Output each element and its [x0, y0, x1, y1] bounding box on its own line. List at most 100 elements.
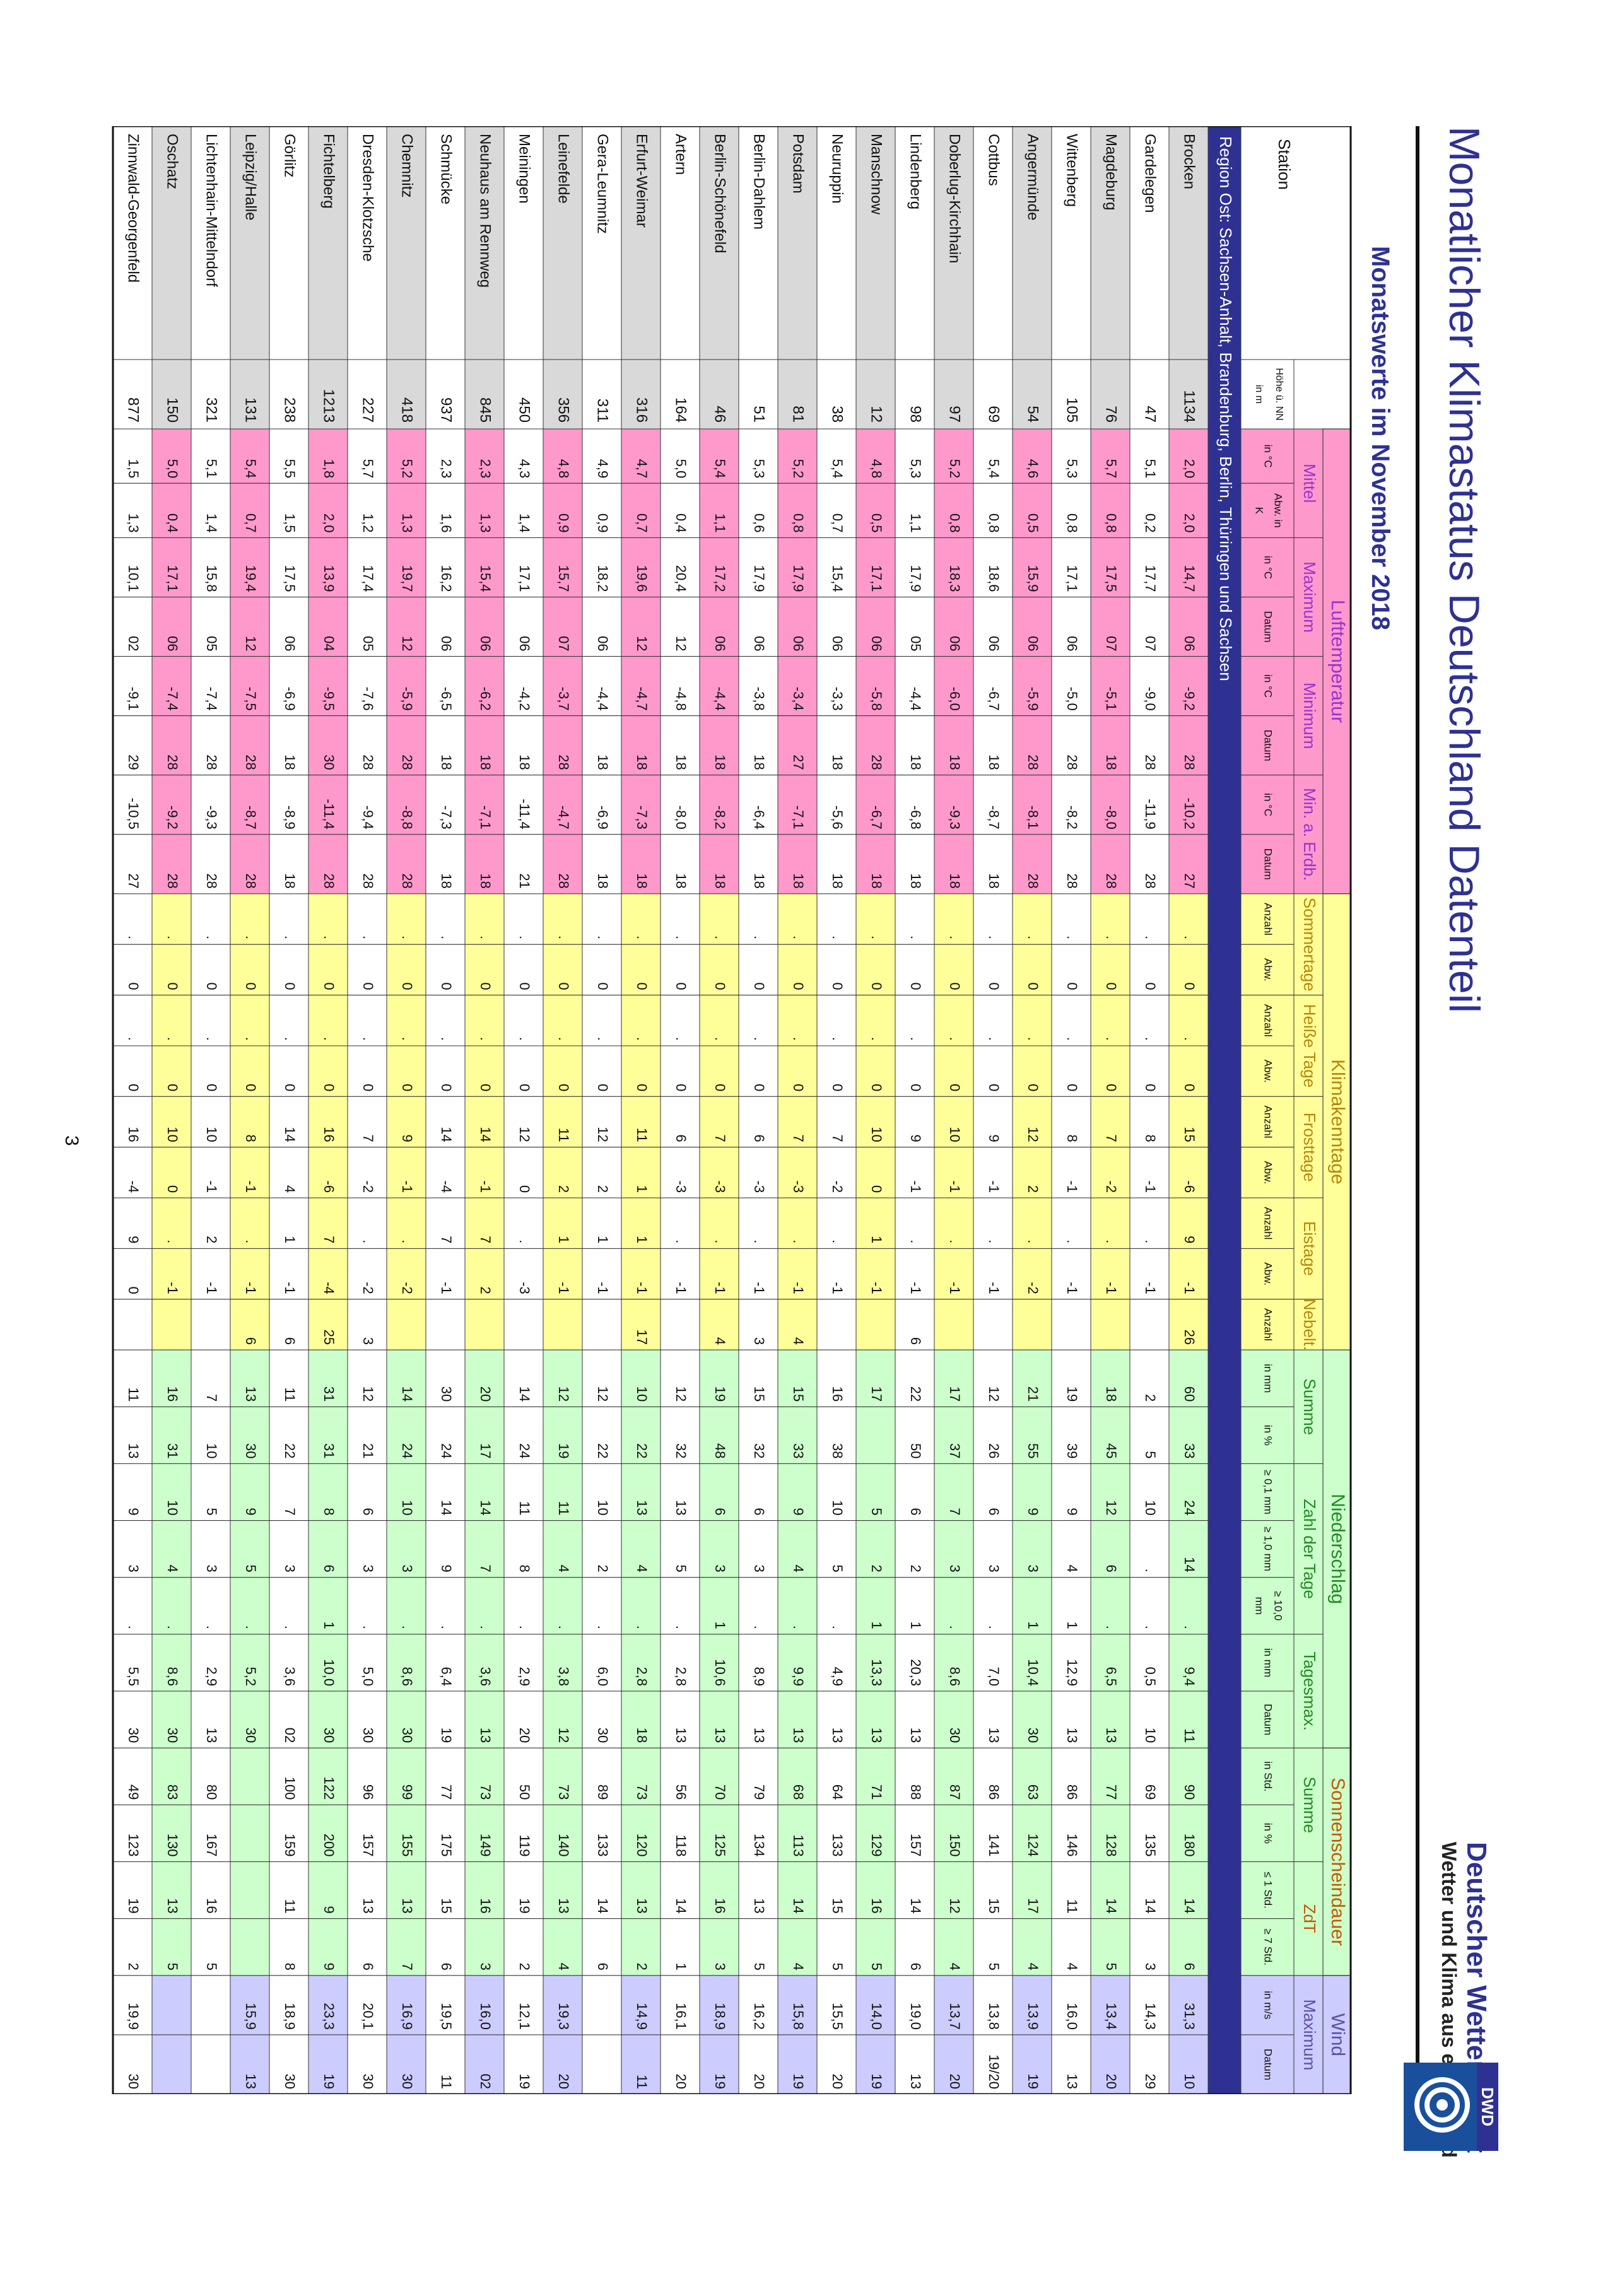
value-text: 13: [1064, 1728, 1080, 1743]
value-text: -3,7: [556, 687, 572, 711]
value-text: 7,0: [986, 1666, 1002, 1686]
value-text: -5,8: [869, 687, 884, 711]
value-text: 13: [712, 1728, 728, 1743]
value-text: 13: [908, 2074, 924, 2089]
hoehe-value: 47: [1142, 406, 1159, 423]
value-text: .: [1103, 1037, 1119, 1041]
value-text: 19,6: [634, 565, 650, 592]
value-text: 06: [478, 636, 493, 651]
value-text: 17,9: [790, 565, 806, 592]
value-text: 2,3: [478, 459, 493, 479]
value-text: 4,9: [830, 1666, 845, 1686]
value-text: 13,3: [869, 1659, 884, 1686]
value-text: 0: [830, 982, 845, 990]
value-text: 0: [869, 1185, 884, 1193]
value-text: 4: [1064, 1565, 1080, 1573]
value-text: 2: [1025, 1185, 1041, 1193]
value-text: 9: [438, 1565, 454, 1573]
value-text: .: [399, 1625, 415, 1629]
value-text: 50: [517, 1784, 532, 1800]
value-text: 157: [360, 1834, 376, 1857]
title-rule: [1416, 126, 1419, 2088]
station-name: Chemnitz: [399, 134, 416, 197]
value-cell: [230, 1918, 270, 1976]
value-text: 15: [438, 1898, 454, 1913]
value-text: 38: [830, 1443, 845, 1458]
value-text: 29: [1142, 2074, 1158, 2089]
value-text: 0: [712, 1084, 728, 1091]
subgroup-header-label: Mittel: [1300, 464, 1319, 503]
value-text: 200: [321, 1834, 337, 1857]
value-text: 9,4: [1182, 1666, 1197, 1686]
hoehe-value: 46: [712, 406, 729, 423]
value-text: -1: [830, 1282, 845, 1294]
unit-header-label: Anzahl: [1262, 903, 1274, 935]
page-subtitle: Monatswerte im November 2018: [1366, 246, 1394, 631]
value-text: 30: [399, 1728, 415, 1743]
value-text: .: [438, 935, 454, 939]
value-text: 27: [790, 754, 806, 770]
value-text: 0,6: [751, 513, 767, 533]
value-text: 135: [1142, 1834, 1158, 1857]
value-text: 28: [1142, 754, 1158, 770]
value-text: 3: [478, 1963, 493, 1971]
value-text: 0,8: [1103, 513, 1119, 533]
value-text: -11,4: [321, 799, 337, 829]
unit-header-label: Anzahl: [1262, 1004, 1274, 1037]
value-text: 18,3: [947, 565, 963, 592]
value-text: 5,3: [751, 459, 767, 479]
value-text: 0: [282, 1084, 298, 1091]
table-row: Oschatz 150 5,0 0,4 17,1 06 -7,4 28 -9,2 28. 0. 0 10…: [151, 126, 192, 2094]
value-text: 5,3: [908, 459, 924, 479]
value-text: 7: [712, 1134, 728, 1142]
value-text: 13: [634, 1898, 650, 1913]
value-text: 133: [830, 1834, 845, 1857]
value-text: 12: [1025, 1127, 1041, 1142]
value-text: .: [751, 1625, 767, 1629]
value-text: 30: [947, 1728, 963, 1743]
value-text: 22: [595, 1443, 611, 1458]
value-text: 2,9: [204, 1666, 220, 1686]
value-text: 1,6: [438, 513, 454, 533]
unit-header-cell: [1240, 483, 1295, 538]
hoehe-value: 1213: [320, 389, 338, 423]
value-text: 31,3: [1182, 2003, 1197, 2030]
hoehe-value: 227: [360, 397, 377, 423]
value-text: 06: [712, 636, 728, 651]
dwd-logo-icon: DWD: [1404, 2063, 1498, 2151]
value-text: 18: [947, 873, 963, 888]
value-text: .: [1025, 935, 1041, 939]
value-text: 180: [1182, 1834, 1197, 1857]
value-text: 33: [1182, 1443, 1197, 1458]
unit-header-label: in m/s: [1262, 1991, 1274, 2019]
value-cell: [582, 1975, 622, 2035]
value-text: 6: [986, 1508, 1002, 1515]
value-text: 123: [126, 1834, 141, 1857]
value-text: -1: [399, 1181, 415, 1193]
value-text: -6,5: [438, 687, 454, 711]
value-text: 3: [712, 1565, 728, 1573]
station-name: Cottbus: [985, 134, 1002, 186]
value-text: 15,9: [1025, 565, 1041, 592]
value-text: .: [634, 935, 650, 939]
value-text: 2: [869, 1565, 884, 1573]
value-text: 2,8: [673, 1666, 689, 1686]
value-text: 6: [282, 1337, 298, 1345]
value-text: -7,3: [634, 805, 650, 829]
value-text: -6,0: [947, 687, 963, 711]
value-text: 12: [673, 1386, 689, 1402]
value-text: 4,6: [1025, 459, 1041, 479]
value-text: -1: [908, 1282, 924, 1294]
value-cell: [191, 1299, 231, 1350]
value-text: -3: [712, 1181, 728, 1193]
value-text: 1: [556, 1236, 572, 1243]
value-text: 0: [517, 982, 532, 990]
value-text: .: [595, 1625, 611, 1629]
value-text: 7: [478, 1565, 493, 1573]
value-text: -2: [360, 1282, 376, 1294]
value-text: 14: [438, 1127, 454, 1142]
station-name: Meiningen: [516, 134, 533, 204]
value-text: 7: [830, 1134, 845, 1142]
value-cell: [425, 1299, 466, 1350]
value-text: 6,0: [595, 1666, 611, 1686]
